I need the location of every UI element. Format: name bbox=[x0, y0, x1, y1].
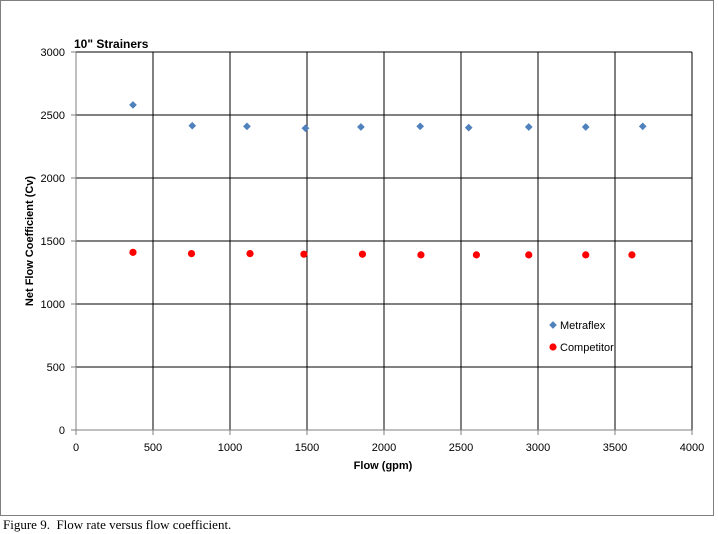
metraflex-point bbox=[524, 123, 533, 131]
x-tick-label: 4000 bbox=[680, 442, 704, 454]
legend-marker-competitor bbox=[549, 343, 557, 351]
y-tick-label: 1000 bbox=[41, 299, 65, 311]
x-tick-label: 2000 bbox=[372, 442, 396, 454]
x-tick-label: 1000 bbox=[218, 442, 242, 454]
x-tick-label: 2500 bbox=[449, 442, 473, 454]
y-tick-label: 3000 bbox=[41, 47, 65, 59]
figure-caption: Figure 9. Flow rate versus flow coeffici… bbox=[3, 517, 231, 533]
legend-label-competitor: Competitor bbox=[560, 342, 614, 354]
caption-text: Flow rate versus flow coefficient. bbox=[56, 517, 232, 532]
y-tick-label: 0 bbox=[59, 425, 65, 437]
competitor-point bbox=[525, 251, 533, 259]
metraflex-point bbox=[188, 121, 197, 130]
legend-marker-metraflex bbox=[549, 321, 557, 329]
caption-label: Figure 9. bbox=[3, 517, 50, 532]
y-tick-label: 1500 bbox=[41, 236, 65, 248]
y-tick-label: 500 bbox=[47, 362, 65, 374]
metraflex-point bbox=[416, 122, 425, 131]
metraflex-point bbox=[638, 122, 647, 131]
x-tick-label: 0 bbox=[73, 442, 79, 454]
x-tick-label: 1500 bbox=[295, 442, 319, 454]
competitor-point bbox=[582, 251, 590, 259]
axes: 0 500 1000 1500 2000 2500 3000 3500 4000 0 500 1000… bbox=[41, 47, 705, 454]
metraflex-point bbox=[581, 123, 590, 131]
legend-label-metraflex: Metraflex bbox=[560, 320, 606, 332]
metraflex-point bbox=[464, 123, 473, 132]
competitor-point bbox=[129, 248, 137, 256]
competitor-point bbox=[472, 251, 480, 259]
grid bbox=[76, 51, 693, 430]
competitor-point bbox=[358, 250, 367, 258]
data-points bbox=[129, 100, 647, 259]
competitor-point bbox=[628, 251, 636, 259]
competitor-point bbox=[246, 250, 254, 258]
y-axis-title: Net Flow Coefficient (Cv) bbox=[24, 176, 36, 307]
metraflex-point bbox=[242, 122, 251, 131]
chart-title: 10" Strainers bbox=[74, 37, 149, 51]
competitor-point bbox=[187, 250, 196, 258]
x-tick-label: 3500 bbox=[603, 442, 627, 454]
x-axis-title: Flow (gpm) bbox=[354, 460, 413, 472]
x-tick-label: 500 bbox=[144, 442, 162, 454]
x-tick-label: 3000 bbox=[526, 442, 550, 454]
metraflex-point bbox=[356, 123, 365, 131]
y-tick-label: 2500 bbox=[41, 110, 65, 122]
metraflex-point bbox=[129, 100, 137, 109]
competitor-point bbox=[417, 251, 425, 259]
competitor-point bbox=[300, 250, 308, 258]
y-tick-label: 2000 bbox=[41, 173, 65, 185]
metraflex-point bbox=[301, 124, 310, 133]
legend: Metraflex Competitor bbox=[549, 320, 614, 354]
